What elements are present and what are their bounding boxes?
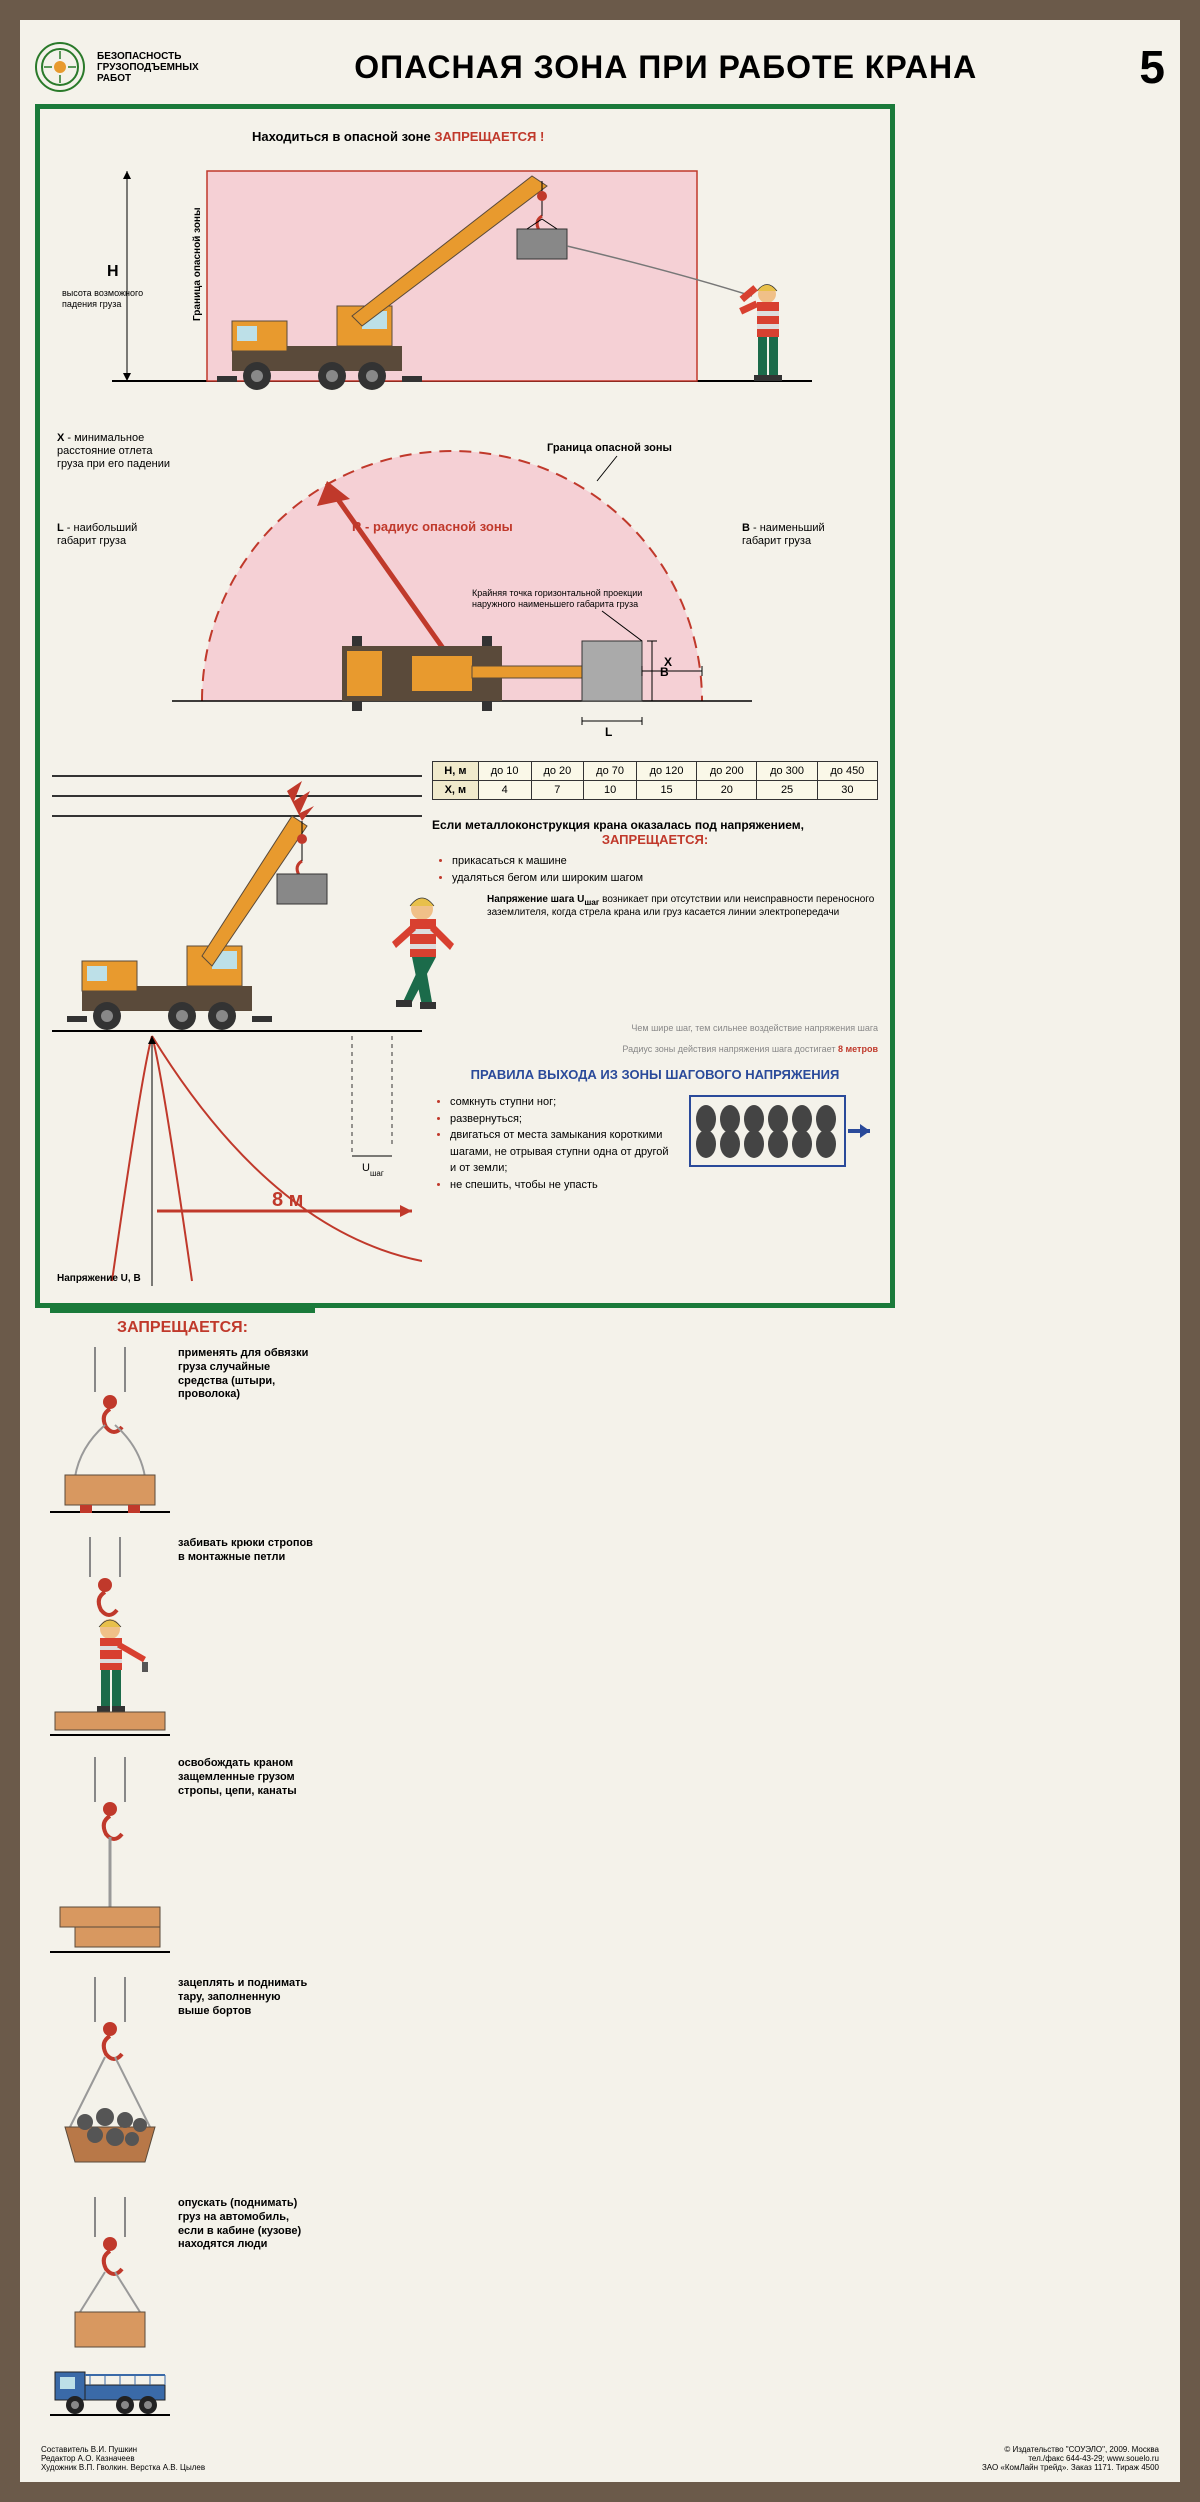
svg-text:высота возможногопадения груза: высота возможногопадения груза [62, 288, 143, 309]
prohib-text: применять для обвязки груза случайные ср… [178, 1347, 315, 1402]
logo-icon [35, 42, 85, 92]
svg-text:B - наименьший: B - наименьший [742, 522, 825, 534]
exit-title: ПРАВИЛА ВЫХОДА ИЗ ЗОНЫ ШАГОВОГО НАПРЯЖЕН… [432, 1067, 878, 1082]
cond-text: Если металлоконструкция крана оказалась … [432, 818, 804, 832]
svg-text:габарит груза: габарит груза [57, 535, 127, 547]
svg-text:Граница опасной зоны: Граница опасной зоны [547, 442, 672, 454]
exit-rule: не спешить, чтобы не упасть [450, 1177, 676, 1194]
svg-text:Напряжение U, В: Напряжение U, В [57, 1273, 141, 1284]
th-X: X, м [433, 781, 479, 800]
step-note3: Радиус зоны действия напряжения шага дос… [622, 1044, 835, 1054]
svg-text:Находиться в опасной зоне: Находиться в опасной зоне ЗАПРЕЩАЕТСЯ ! [252, 129, 544, 144]
sidebar-title: ЗАПРЕЩАЕТСЯ: [50, 1319, 315, 1337]
svg-text:8 м: 8 м [272, 1189, 303, 1211]
svg-text:L - наибольший: L - наибольший [57, 522, 137, 534]
rule-item: удаляться бегом или широким шагом [452, 870, 878, 887]
svg-text:L: L [605, 725, 612, 739]
crane-powerline-icon: 8 м Uшаг Напряжение U, В [52, 761, 422, 1291]
prohib-text: освобождать краном защемленные грузом ст… [178, 1757, 315, 1798]
prohib-icon-truck [50, 2197, 170, 2417]
svg-text:R - радиус опасной зоны: R - радиус опасной зоны [352, 519, 513, 534]
p1-warn-text: Находиться в опасной зоне [252, 129, 434, 144]
footer-right: © Издательство "СОУЭЛО", 2009. Москва те… [982, 2445, 1159, 2472]
prohib-text: забивать крюки стропов в монтажные петли [178, 1537, 315, 1565]
prohib-item: зацеплять и поднимать тару, заполненную … [50, 1977, 315, 2177]
panel-power-line: 8 м Uшаг Напряжение U, В H, м до 10 до 2… [52, 761, 878, 1291]
footsteps-icon [688, 1094, 878, 1169]
poster: БЕЗОПАСНОСТЬ ГРУЗОПОДЪЕМНЫХ РАБОТ ОПАСНА… [20, 20, 1180, 2482]
prohib-icon-hammer [50, 1537, 170, 1737]
svg-text:Граница опасной зоны: Граница опасной зоны [192, 207, 203, 321]
svg-text:груза при его падении: груза при его падении [57, 458, 170, 470]
distance-table: H, м до 10 до 20 до 70 до 120 до 200 до … [432, 761, 878, 800]
prohib-icon-trapped [50, 1757, 170, 1957]
prohib-item: опускать (поднимать) груз на автомобиль,… [50, 2197, 315, 2417]
prohib-item: забивать крюки стропов в монтажные петли [50, 1537, 315, 1737]
rule-item: прикасаться к машине [452, 853, 878, 870]
svg-text:расстояние отлета: расстояние отлета [57, 445, 153, 457]
exit-rule: сомкнуть ступни ног; [450, 1094, 676, 1111]
poster-title: ОПАСНАЯ ЗОНА ПРИ РАБОТЕ КРАНА [219, 49, 1112, 86]
exit-rule: двигаться от места замыкания короткими ш… [450, 1127, 676, 1177]
prohib-icon-overfill [50, 1977, 170, 2177]
prohib-text: зацеплять и поднимать тару, заполненную … [178, 1977, 315, 2018]
svg-text:H: H [107, 263, 119, 280]
step-note2: Чем шире шаг, тем сильнее воздействие на… [432, 1022, 878, 1035]
header: БЕЗОПАСНОСТЬ ГРУЗОПОДЪЕМНЫХ РАБОТ ОПАСНА… [35, 40, 1165, 94]
footer: Составитель В.И. Пушкин Редактор А.О. Ка… [35, 2445, 1165, 2472]
prohib-item: применять для обвязки груза случайные ср… [50, 1347, 315, 1517]
poster-number: 5 [1139, 40, 1165, 94]
prohib-text: опускать (поднимать) груз на автомобиль,… [178, 2197, 315, 2252]
step-note3-red: 8 метров [838, 1044, 878, 1054]
exit-rule: развернуться; [450, 1111, 676, 1128]
svg-text:Крайняя точка горизонтальной п: Крайняя точка горизонтальной проекции на… [472, 588, 645, 609]
footer-left: Составитель В.И. Пушкин Редактор А.О. Ка… [41, 2445, 205, 2472]
panel-top-view: X - минимальное расстояние отлета груза … [52, 421, 878, 751]
walking-worker-icon [372, 894, 472, 1014]
svg-text:B: B [660, 665, 669, 679]
sidebar: ЗАПРЕЩАЕТСЯ: применять для обвязки груза… [50, 1308, 315, 2437]
worker-icon [739, 285, 782, 382]
th-H: H, м [433, 762, 479, 781]
prohib-item: освобождать краном защемленные грузом ст… [50, 1757, 315, 1957]
panel-side-view: Находиться в опасной зоне ЗАПРЕЩАЕТСЯ ! … [52, 121, 878, 411]
svg-text:габарит груза: габарит груза [742, 535, 812, 547]
crane-topview-icon [342, 636, 642, 711]
svg-text:Uшаг: Uшаг [362, 1162, 384, 1178]
cond-red: ЗАПРЕЩАЕТСЯ: [432, 832, 878, 847]
prohib-icon-wire [50, 1347, 170, 1517]
series-subtitle: БЕЗОПАСНОСТЬ ГРУЗОПОДЪЕМНЫХ РАБОТ [97, 51, 207, 84]
svg-text:X - минимальное: X - минимальное [57, 432, 144, 444]
main-column: Находиться в опасной зоне ЗАПРЕЩАЕТСЯ ! … [35, 104, 895, 1308]
